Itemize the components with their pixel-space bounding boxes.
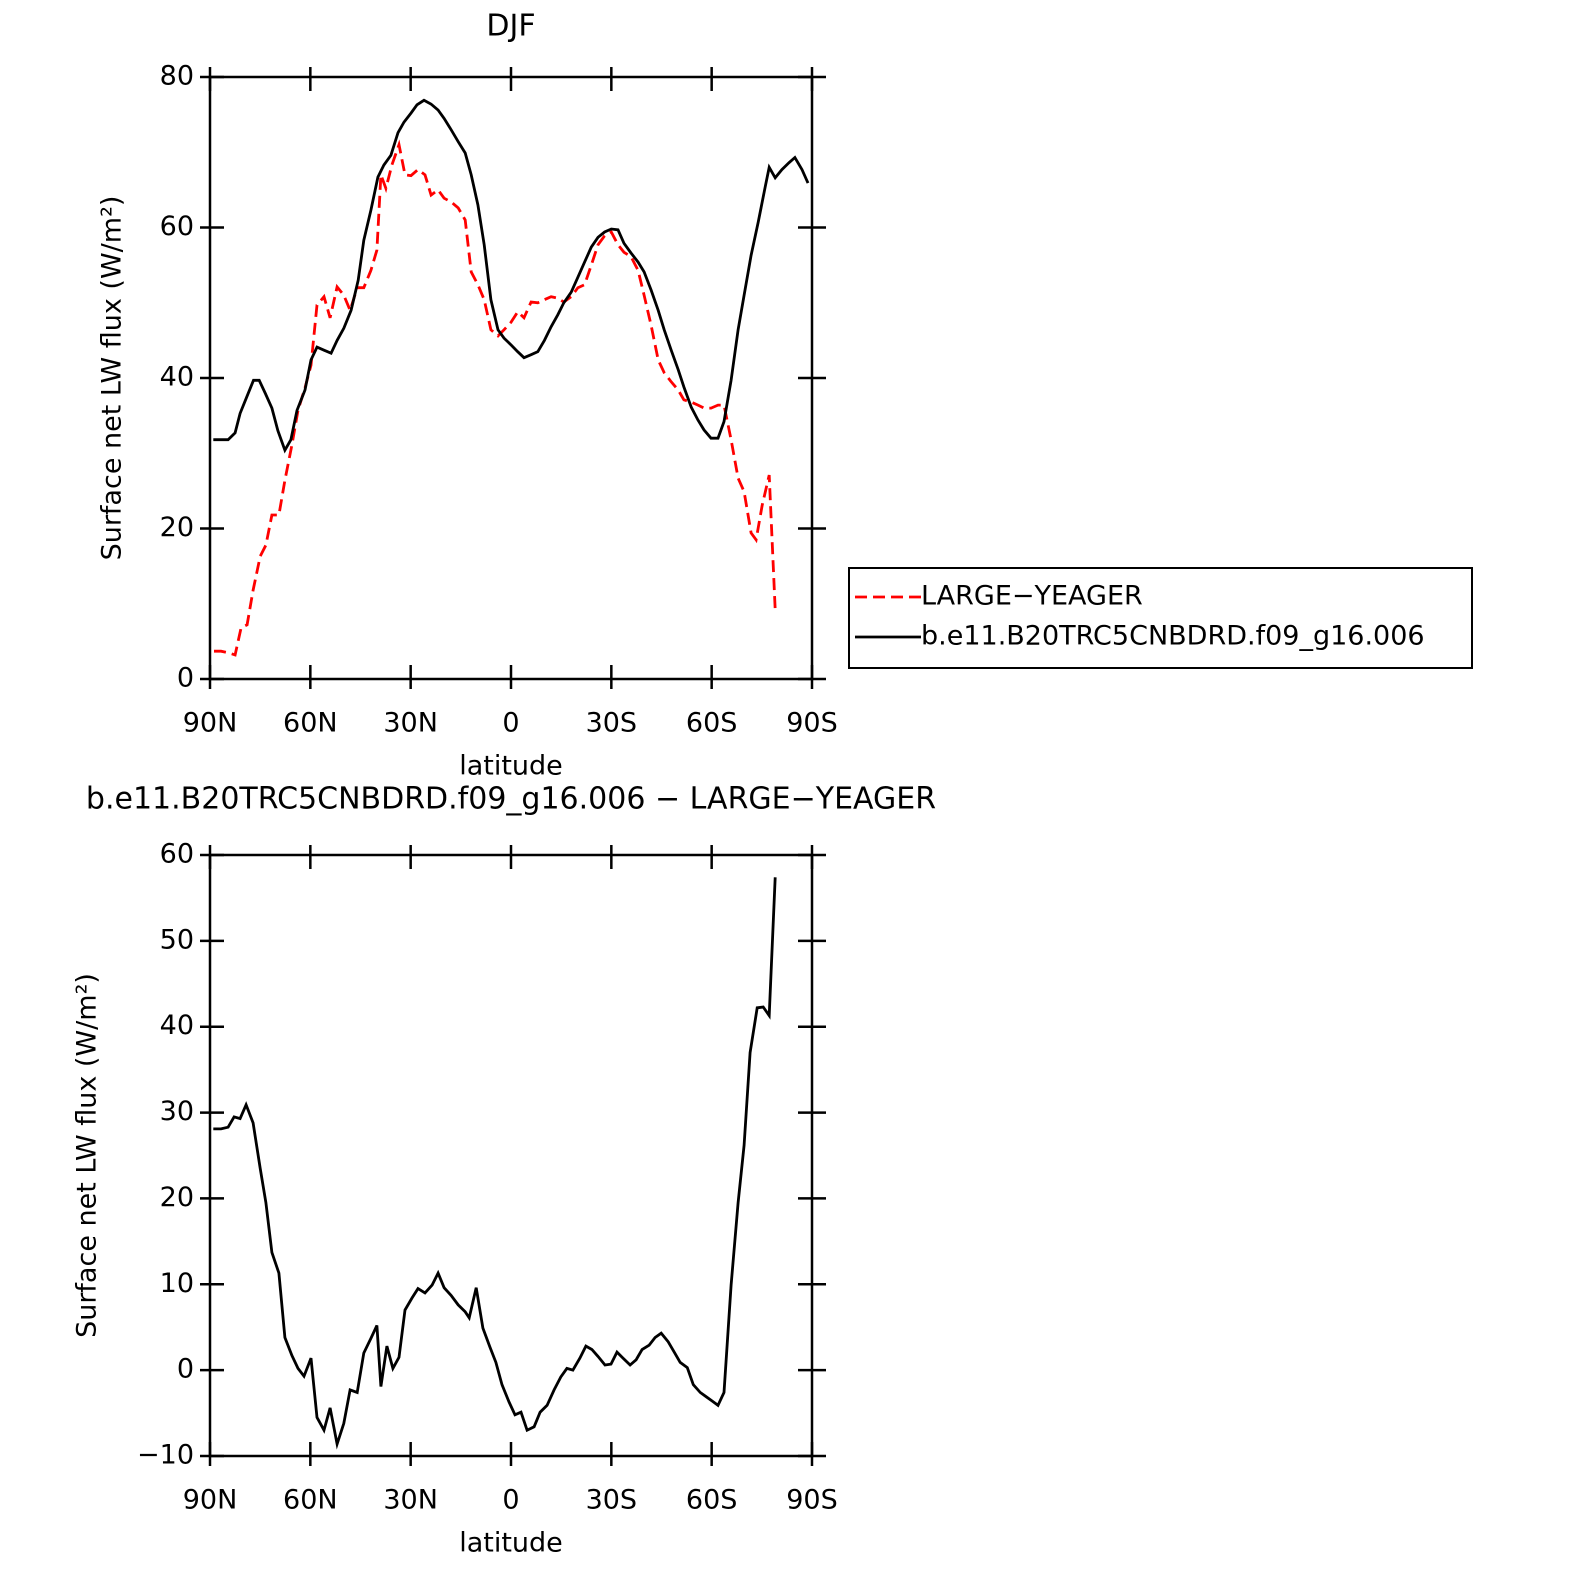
y-tick-label: −10 — [137, 1440, 194, 1471]
y-tick-label: 20 — [160, 1182, 194, 1213]
x-tick-label: 30S — [586, 1485, 638, 1516]
y-tick-label: 50 — [160, 924, 194, 955]
x-tick-label: 0 — [502, 708, 519, 739]
x-tick-label: 90N — [183, 1485, 238, 1516]
legend-box — [848, 567, 1473, 669]
y-tick-label: 40 — [160, 1010, 194, 1041]
x-tick-label: 60S — [686, 1485, 738, 1516]
x-tick-label: 90N — [183, 708, 238, 739]
x-tick-label: 90S — [786, 708, 838, 739]
x-axis-label: latitude — [459, 1528, 563, 1559]
plot-frame — [208, 853, 814, 1458]
chart-title: b.e11.B20TRC5CNBDRD.f09_g16.006 − LARGE−… — [86, 782, 936, 817]
data-line — [213, 98, 810, 454]
y-tick-label: 60 — [160, 839, 194, 870]
y-tick-label: 0 — [177, 663, 194, 694]
data-line — [213, 877, 777, 1450]
y-tick-label: 80 — [160, 61, 194, 92]
x-tick-label: 30N — [383, 708, 438, 739]
x-axis-label: latitude — [459, 751, 563, 782]
y-tick-label: 60 — [160, 211, 194, 242]
y-tick-label: 0 — [177, 1354, 194, 1385]
x-tick-label: 60S — [686, 708, 738, 739]
legend-label: LARGE−YEAGER — [921, 581, 1143, 612]
y-axis-label: Surface net LW flux (W/m²) — [72, 973, 103, 1338]
x-tick-label: 30N — [383, 1485, 438, 1516]
x-tick-label: 30S — [586, 708, 638, 739]
plot-frame — [208, 75, 814, 681]
y-axis-label: Surface net LW flux (W/m²) — [97, 196, 128, 561]
chart-title: DJF — [486, 9, 535, 44]
x-tick-label: 60N — [283, 1485, 338, 1516]
x-tick-label: 90S — [786, 1485, 838, 1516]
x-tick-label: 60N — [283, 708, 338, 739]
y-tick-label: 40 — [160, 362, 194, 393]
data-line — [214, 139, 777, 657]
y-tick-label: 20 — [160, 512, 194, 543]
y-tick-label: 30 — [160, 1096, 194, 1127]
y-tick-label: 10 — [160, 1268, 194, 1299]
legend-label: b.e11.B20TRC5CNBDRD.f09_g16.006 — [921, 621, 1425, 652]
x-tick-label: 0 — [502, 1485, 519, 1516]
